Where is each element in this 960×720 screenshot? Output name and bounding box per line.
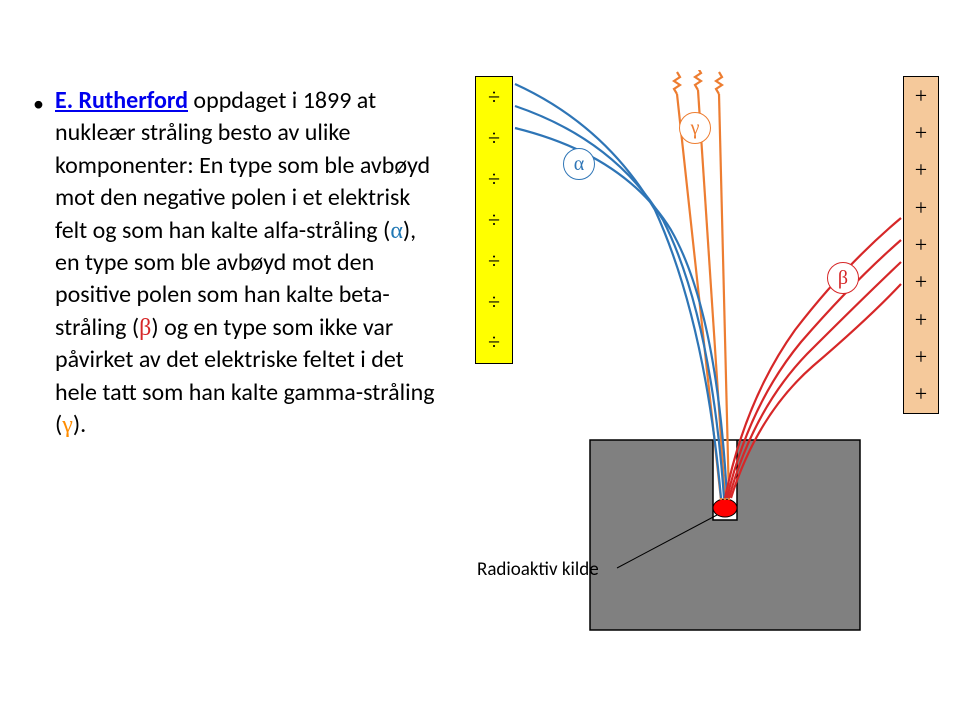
alpha-symbol-inline: α: [390, 218, 403, 244]
alpha-ray-label: α: [563, 148, 595, 180]
neg-charge-icon: ÷: [488, 84, 500, 110]
pos-charge-icon: +: [915, 344, 927, 370]
pos-charge-icon: +: [915, 157, 927, 183]
gamma-ray-label: γ: [679, 112, 711, 144]
bullet-icon: •: [33, 89, 44, 119]
diagram-svg: [455, 70, 943, 640]
pos-charge-icon: +: [915, 120, 927, 146]
pos-charge-icon: +: [915, 83, 927, 109]
radioactive-source: [713, 499, 737, 517]
alpha-rays: [515, 84, 727, 498]
pos-charge-icon: +: [915, 232, 927, 258]
negative-plate: ÷ ÷ ÷ ÷ ÷ ÷ ÷: [475, 76, 513, 364]
source-label: Radioaktiv kilde: [477, 558, 599, 581]
pos-charge-icon: +: [915, 381, 927, 407]
neg-charge-icon: ÷: [488, 207, 500, 233]
neg-charge-icon: ÷: [488, 166, 500, 192]
radiation-diagram: ÷ ÷ ÷ ÷ ÷ ÷ ÷ + + + + + + + + + α γ β Ra…: [455, 70, 943, 640]
neg-charge-icon: ÷: [488, 248, 500, 274]
description-text: • E. Rutherford oppdaget i 1899 at nukle…: [55, 85, 440, 441]
neg-charge-icon: ÷: [488, 329, 500, 355]
neg-charge-icon: ÷: [488, 125, 500, 151]
pos-charge-icon: +: [915, 307, 927, 333]
gamma-symbol-inline: γ: [62, 412, 73, 438]
positive-plate: + + + + + + + + +: [903, 76, 939, 414]
pos-charge-icon: +: [915, 195, 927, 221]
pos-charge-icon: +: [915, 269, 927, 295]
para-4: ).: [73, 410, 86, 439]
rutherford-link[interactable]: E. Rutherford: [55, 86, 188, 115]
neg-charge-icon: ÷: [488, 289, 500, 315]
beta-ray-label: β: [827, 262, 859, 294]
beta-symbol-inline: β: [139, 315, 151, 341]
